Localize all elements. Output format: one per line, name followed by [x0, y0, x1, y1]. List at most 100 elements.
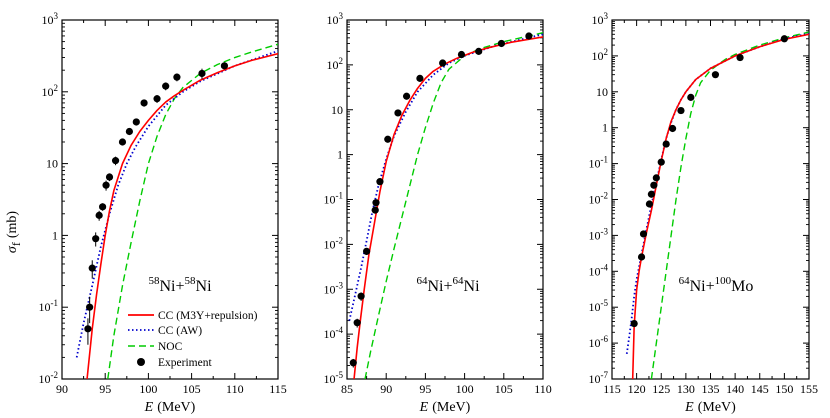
y-tick-label: 103 [42, 11, 59, 27]
data-point [645, 200, 654, 208]
data-point [525, 32, 533, 40]
data-point [198, 69, 206, 78]
series-line-cc-m3y [631, 33, 809, 379]
data-point [677, 106, 685, 115]
data-point [650, 181, 658, 189]
y-tick-label: 10-3 [324, 280, 344, 296]
x-tick-label: 135 [702, 382, 720, 396]
x-tick-label: 130 [677, 382, 695, 396]
data-point [357, 292, 365, 300]
x-axis-label: E (MeV) [144, 400, 196, 415]
series-line-noc [364, 32, 543, 379]
data-point [780, 35, 788, 43]
data-point [376, 178, 384, 186]
x-tick-label: 105 [495, 382, 513, 396]
panel-2: 85 90 95 100 105 11010-510-410-310-210-111010… [324, 11, 552, 415]
data-point [99, 203, 107, 211]
data-point [125, 127, 133, 136]
legend-label-cc-m3y: CC (M3Y+repulsion) [158, 310, 258, 322]
x-tick-label: 125 [652, 382, 670, 396]
series-line-cc-m3y [86, 52, 278, 379]
y-tick-label: 10 [331, 103, 343, 117]
legend: CC (M3Y+repulsion) CC (AW) NOC Experimen… [128, 310, 258, 369]
data-point [363, 247, 371, 255]
data-point [662, 140, 670, 148]
x-tick-label: 115 [269, 382, 287, 396]
legend-label-noc: NOC [158, 341, 183, 353]
y-axis-label: σf (mb) [5, 211, 23, 253]
data-point [349, 359, 357, 367]
y-tick-label: 10-5 [324, 370, 344, 386]
data-point [475, 47, 483, 55]
x-tick-label: 90 [380, 382, 392, 396]
y-axis-label-symbol: σ [5, 245, 20, 253]
y-tick-label: 10-4 [324, 325, 344, 341]
y-tick-label: 102 [592, 47, 609, 63]
reaction-system-label: 64Ni+100Mo [679, 275, 754, 295]
y-tick-label: 10-7 [589, 370, 609, 386]
data-point [647, 190, 656, 198]
data-point [173, 73, 181, 81]
y-tick-label: 10-1 [39, 298, 59, 314]
y-tick-label: 103 [592, 11, 609, 27]
data-point [111, 157, 120, 165]
curves [625, 31, 809, 379]
x-tick-label: 95 [99, 382, 111, 396]
panel-3: 115 120 125 130 135 140 145 150 155 10-7 10-6 10-5 1… [589, 11, 819, 415]
x-tick-label: 90 [56, 382, 68, 396]
data-point [140, 99, 148, 107]
reaction-system-label: 58Ni+58Ni [148, 275, 212, 295]
data-point [497, 39, 506, 48]
data-point [630, 319, 638, 328]
y-tick-label: 10 [46, 157, 58, 171]
data-point [153, 95, 161, 103]
x-tick-label: 150 [775, 382, 793, 396]
x-tick-label: 105 [183, 382, 201, 396]
x-tick-label: 155 [800, 382, 818, 396]
y-axis-label-unit: (mb) [5, 211, 20, 239]
y-tick-label: 1 [602, 121, 608, 135]
data-point [457, 50, 466, 59]
data-point [102, 181, 110, 189]
y-tick-label: 1 [52, 228, 58, 242]
x-tick-label: 100 [456, 382, 474, 396]
data-point [394, 109, 402, 117]
x-axis-label: E (MeV) [419, 400, 471, 415]
x-tick-label: 145 [751, 382, 769, 396]
y-tick-label: 10-4 [589, 262, 609, 278]
x-tick-label: 95 [419, 382, 431, 396]
data-point [132, 118, 140, 126]
y-tick-label: 10-5 [589, 298, 609, 314]
y-tick-label: 103 [327, 11, 344, 27]
data-point [372, 199, 380, 207]
y-tick-label: 102 [42, 83, 59, 99]
x-axis-label: E (MeV) [684, 400, 736, 415]
x-tick-label: 100 [139, 382, 157, 396]
data-point [711, 71, 720, 79]
data-point [637, 253, 646, 261]
data-point [384, 135, 392, 143]
data-point [220, 62, 229, 70]
curves [75, 43, 278, 379]
data-point [88, 264, 96, 272]
y-tick-label: 10-2 [324, 235, 344, 251]
x-tick-label: 120 [628, 382, 646, 396]
plot-frame [611, 19, 810, 380]
data-point [402, 92, 411, 100]
legend-marker-experiment [137, 358, 145, 366]
data-point [86, 303, 94, 311]
y-tick-label: 10-1 [324, 191, 344, 207]
y-tick-label: 102 [327, 56, 344, 72]
data-point [736, 53, 744, 62]
y-tick-label: 10-2 [589, 191, 609, 207]
data-point [371, 206, 379, 214]
data-point [439, 59, 447, 67]
y-tick-label: 10-3 [589, 226, 609, 242]
x-tick-label: 140 [726, 382, 744, 396]
series-line-cc-aw [75, 50, 278, 358]
series-line-noc [107, 43, 278, 379]
reaction-system-label: 64Ni+64Ni [416, 275, 480, 295]
y-tick-label: 10-1 [589, 155, 609, 171]
data-point [687, 93, 695, 101]
